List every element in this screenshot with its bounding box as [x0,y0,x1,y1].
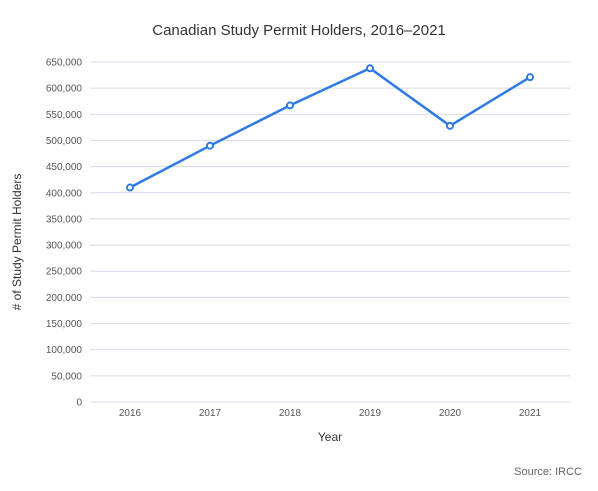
y-tick-label: 250,000 [46,267,83,278]
data-points [126,64,534,192]
source-note: Source: IRCC [514,466,582,478]
data-point-2017 [206,141,214,150]
y-tick-label: 50,000 [51,371,82,382]
data-point-2018 [286,101,294,110]
data-point-2021 [526,73,534,82]
x-axis-tick-labels: 2016 2017 2018 2019 2020 2021 [119,408,542,419]
x-tick-label: 2017 [199,408,222,419]
gridlines [90,61,570,403]
y-tick-label: 400,000 [46,188,83,199]
y-tick-label: 500,000 [46,136,83,147]
y-tick-label: 200,000 [46,293,83,304]
data-point-2019 [366,64,374,73]
y-tick-label: 0 [76,398,82,409]
y-axis-title: # of Study Permit Holders [10,174,24,311]
y-tick-label: 100,000 [46,345,83,356]
y-tick-label: 450,000 [46,162,83,173]
y-tick-label: 300,000 [46,241,83,252]
y-tick-label: 600,000 [46,84,83,95]
x-tick-label: 2021 [519,408,542,419]
x-tick-label: 2019 [359,408,382,419]
data-point-2016 [126,183,134,192]
y-tick-label: 550,000 [46,110,83,121]
x-tick-label: 2018 [279,408,302,419]
data-point-2020 [446,121,454,130]
x-axis-title: Year [318,430,342,444]
series-line-layer [129,67,531,189]
x-tick-label: 2020 [439,408,462,419]
x-tick-label: 2016 [119,408,142,419]
y-tick-label: 650,000 [46,58,83,69]
y-tick-label: 150,000 [46,319,83,330]
series-line [129,67,531,189]
chart-title: Canadian Study Permit Holders, 2016–2021 [152,22,446,39]
y-axis-tick-labels: 0 50,000 100,000 150,000 200,000 250,000 300,0… [46,58,83,409]
y-tick-label: 350,000 [46,214,83,225]
